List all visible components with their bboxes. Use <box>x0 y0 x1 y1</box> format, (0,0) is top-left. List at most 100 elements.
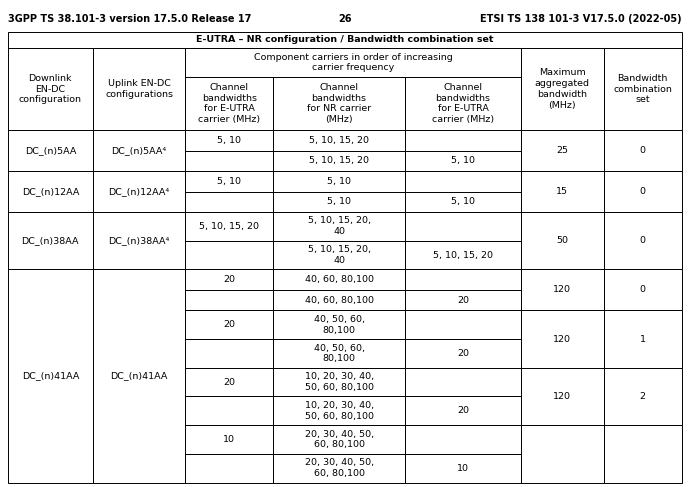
Bar <box>405 339 521 368</box>
Text: 10, 20, 30, 40,
50, 60, 80,100: 10, 20, 30, 40, 50, 60, 80,100 <box>304 372 374 392</box>
Text: 5, 10, 15, 20,
40: 5, 10, 15, 20, 40 <box>308 217 371 236</box>
Text: Channel
bandwidths
for NR carrier
(MHz): Channel bandwidths for NR carrier (MHz) <box>307 83 371 124</box>
Bar <box>186 212 273 241</box>
Text: 20: 20 <box>224 275 235 284</box>
Text: 3GPP TS 38.101-3 version 17.5.0 Release 17: 3GPP TS 38.101-3 version 17.5.0 Release … <box>8 14 251 24</box>
Bar <box>186 269 273 290</box>
Bar <box>186 339 273 368</box>
Text: 5, 10: 5, 10 <box>217 136 241 145</box>
Bar <box>273 77 405 130</box>
Bar <box>8 171 92 212</box>
Text: 40, 50, 60,
80,100: 40, 50, 60, 80,100 <box>314 343 364 363</box>
Bar <box>405 212 521 241</box>
Bar <box>405 396 521 425</box>
Bar <box>92 130 186 171</box>
Text: 5, 10: 5, 10 <box>217 177 241 186</box>
Bar <box>186 191 273 212</box>
Text: Bandwidth
combination
set: Bandwidth combination set <box>613 74 672 104</box>
Text: 5, 10: 5, 10 <box>451 156 475 165</box>
Bar <box>186 241 273 269</box>
Text: Component carriers in order of increasing
carrier frequency: Component carriers in order of increasin… <box>254 53 453 73</box>
Text: DC_(n)41AA: DC_(n)41AA <box>110 372 168 380</box>
Text: Channel
bandwidths
for E-UTRA
carrier (MHz): Channel bandwidths for E-UTRA carrier (M… <box>432 83 494 124</box>
Bar <box>273 310 405 339</box>
Text: 120: 120 <box>553 335 571 344</box>
Bar <box>521 48 604 130</box>
Bar <box>521 130 604 171</box>
Bar <box>405 171 521 191</box>
Bar <box>521 171 604 212</box>
Bar <box>273 171 405 191</box>
Text: Downlink
EN-DC
configuration: Downlink EN-DC configuration <box>19 74 82 104</box>
Bar <box>405 425 521 454</box>
Text: 20: 20 <box>224 377 235 387</box>
Text: DC_(n)38AA⁴: DC_(n)38AA⁴ <box>108 236 170 245</box>
Bar <box>186 171 273 191</box>
Bar <box>604 212 682 269</box>
Bar <box>273 454 405 483</box>
Bar <box>521 269 604 310</box>
Bar <box>405 150 521 171</box>
Bar <box>186 454 273 483</box>
Bar <box>8 130 92 171</box>
Text: 2: 2 <box>640 392 646 401</box>
Bar <box>92 48 186 130</box>
Bar <box>521 310 604 368</box>
Text: E-UTRA – NR configuration / Bandwidth combination set: E-UTRA – NR configuration / Bandwidth co… <box>196 36 494 44</box>
Text: 40, 50, 60,
80,100: 40, 50, 60, 80,100 <box>314 315 364 335</box>
Bar <box>604 310 682 368</box>
Bar <box>92 171 186 212</box>
Text: DC_(n)5AA: DC_(n)5AA <box>25 146 76 155</box>
Text: 50: 50 <box>556 236 569 245</box>
Bar <box>405 368 521 396</box>
Bar <box>273 396 405 425</box>
Bar <box>186 48 521 77</box>
Bar <box>405 290 521 310</box>
Bar <box>521 368 604 425</box>
Bar <box>405 191 521 212</box>
Bar <box>405 241 521 269</box>
Text: 0: 0 <box>640 187 646 196</box>
Bar <box>273 269 405 290</box>
Text: 5, 10, 15, 20: 5, 10, 15, 20 <box>199 222 259 231</box>
Text: 1: 1 <box>640 335 646 344</box>
Bar <box>8 32 682 48</box>
Text: 10: 10 <box>457 464 469 473</box>
Text: 5, 10, 15, 20: 5, 10, 15, 20 <box>309 156 369 165</box>
Bar <box>273 130 405 150</box>
Bar <box>405 454 521 483</box>
Text: 40, 60, 80,100: 40, 60, 80,100 <box>304 275 373 284</box>
Bar <box>604 171 682 212</box>
Text: 5, 10, 15, 20: 5, 10, 15, 20 <box>433 250 493 260</box>
Bar <box>273 339 405 368</box>
Text: 10, 20, 30, 40,
50, 60, 80,100: 10, 20, 30, 40, 50, 60, 80,100 <box>304 401 374 421</box>
Text: 5, 10: 5, 10 <box>327 177 351 186</box>
Bar <box>405 310 521 339</box>
Text: ETSI TS 138 101-3 V17.5.0 (2022-05): ETSI TS 138 101-3 V17.5.0 (2022-05) <box>480 14 682 24</box>
Bar <box>186 150 273 171</box>
Text: DC_(n)41AA: DC_(n)41AA <box>21 372 79 380</box>
Bar <box>8 212 92 269</box>
Bar <box>604 269 682 310</box>
Bar <box>405 130 521 150</box>
Bar <box>405 77 521 130</box>
Text: 40, 60, 80,100: 40, 60, 80,100 <box>304 296 373 305</box>
Text: 10: 10 <box>224 435 235 444</box>
Bar <box>273 425 405 454</box>
Text: 120: 120 <box>553 392 571 401</box>
Text: 20, 30, 40, 50,
60, 80,100: 20, 30, 40, 50, 60, 80,100 <box>304 458 374 478</box>
Bar <box>186 396 273 425</box>
Bar <box>186 310 273 339</box>
Text: 20, 30, 40, 50,
60, 80,100: 20, 30, 40, 50, 60, 80,100 <box>304 430 374 450</box>
Bar <box>604 368 682 425</box>
Bar <box>604 48 682 130</box>
Bar <box>604 425 682 483</box>
Bar <box>186 368 273 396</box>
Bar <box>521 425 604 483</box>
Text: 20: 20 <box>224 320 235 329</box>
Text: 0: 0 <box>640 285 646 295</box>
Bar <box>405 269 521 290</box>
Bar <box>8 269 92 483</box>
Bar <box>186 425 273 454</box>
Text: DC_(n)12AA⁴: DC_(n)12AA⁴ <box>108 187 170 196</box>
